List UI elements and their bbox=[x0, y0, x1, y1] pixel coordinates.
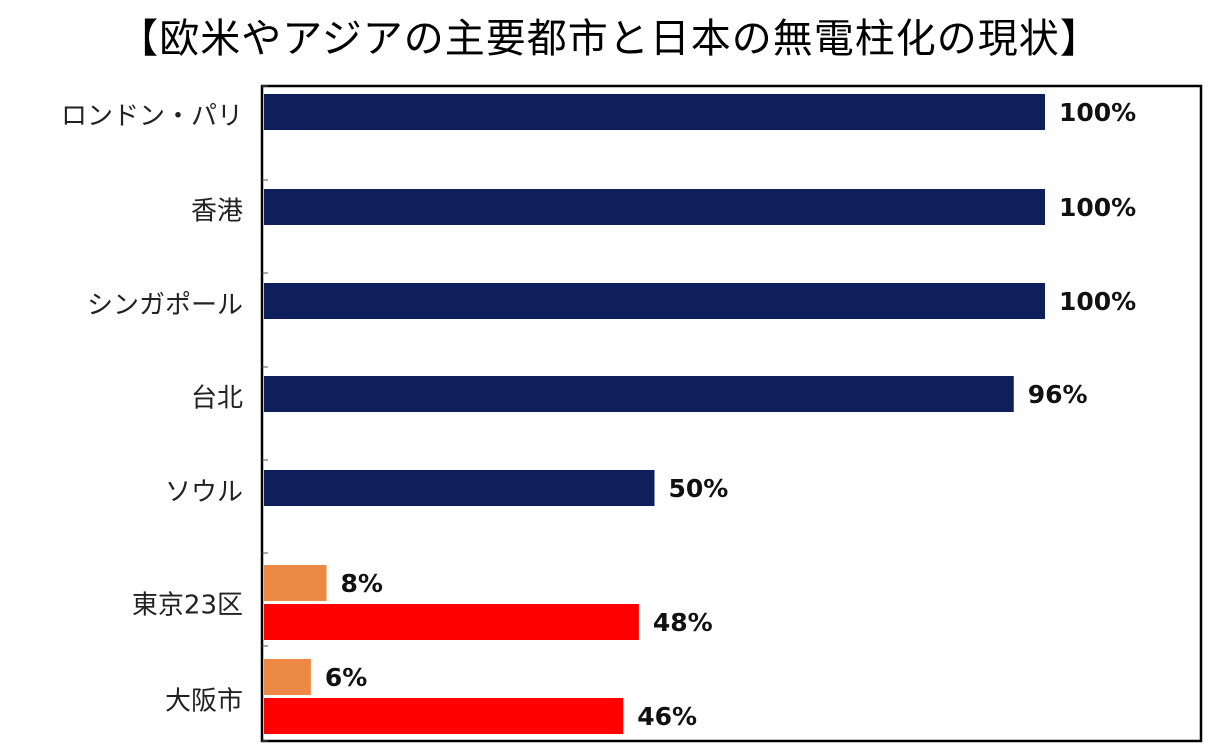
bar bbox=[264, 376, 1014, 412]
data-label: 100% bbox=[1059, 98, 1136, 127]
bar bbox=[264, 565, 327, 601]
data-label: 46% bbox=[637, 702, 697, 731]
plot-area-frame bbox=[260, 84, 1203, 743]
data-label: 50% bbox=[669, 474, 729, 503]
bar bbox=[264, 659, 311, 695]
bar bbox=[264, 604, 639, 640]
data-label: 48% bbox=[653, 608, 713, 637]
data-label: 100% bbox=[1059, 287, 1136, 316]
data-label: 100% bbox=[1059, 193, 1136, 222]
category-label: 東京23区 bbox=[132, 591, 243, 621]
bar bbox=[264, 189, 1045, 225]
data-label: 96% bbox=[1028, 380, 1088, 409]
bar bbox=[264, 283, 1045, 319]
value-labels: 100% 100% 100% 96% 50% 8% 48% 6% 46% bbox=[325, 98, 1136, 731]
bar bbox=[264, 470, 655, 506]
category-label: 香港 bbox=[191, 197, 243, 227]
category-label: シンガポール bbox=[87, 291, 243, 321]
category-label: 大阪市 bbox=[165, 687, 243, 717]
data-label: 6% bbox=[325, 663, 367, 692]
bars-group bbox=[264, 94, 1045, 734]
category-label: ロンドン・パリ bbox=[61, 102, 243, 132]
y-axis-ticks bbox=[262, 85, 268, 742]
category-label: 台北 bbox=[191, 384, 243, 414]
bar bbox=[264, 94, 1045, 130]
chart-title: 【欧米やアジアの主要都市と日本の無電柱化の現状】 bbox=[118, 16, 1101, 62]
category-label: ソウル bbox=[165, 478, 243, 508]
data-label: 8% bbox=[340, 569, 382, 598]
bar bbox=[264, 698, 624, 734]
